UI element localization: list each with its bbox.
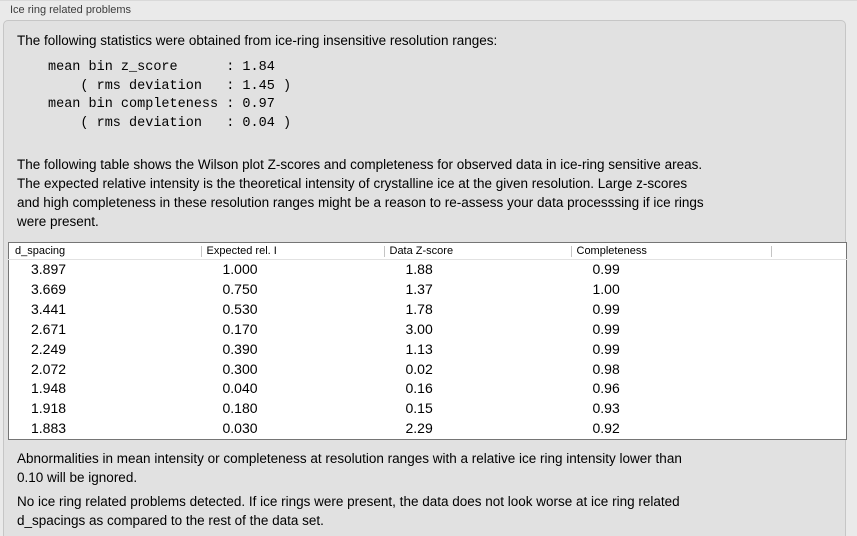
cell-data-z-score: 0.02 <box>405 360 433 377</box>
cell-d-spacing: 3.897 <box>31 261 67 277</box>
cell-empty <box>771 360 847 380</box>
cell-data-z-score: 3.00 <box>405 320 433 337</box>
cell-d-spacing: 2.072 <box>31 360 67 377</box>
cell-completeness: 0.93 <box>592 400 620 417</box>
table-row[interactable]: 3.441 0.530 1.78 0.99 <box>9 300 847 320</box>
cell-data-z-score: 0.15 <box>405 400 433 417</box>
cell-d-spacing: 3.441 <box>31 300 67 317</box>
cell-empty <box>771 300 847 320</box>
cell-d-spacing: 1.918 <box>31 400 67 417</box>
table-row[interactable]: 1.948 0.040 0.16 0.96 <box>9 379 847 399</box>
cell-data-z-score: 1.78 <box>405 300 433 317</box>
cell-completeness: 1.00 <box>592 280 620 297</box>
statistics-line: mean bin z_score : 1.84 <box>48 60 275 75</box>
cell-completeness: 0.99 <box>592 340 620 357</box>
section-title: Ice ring related problems <box>10 4 132 16</box>
table-row[interactable]: 1.918 0.180 0.15 0.93 <box>9 399 847 419</box>
cell-completeness: 0.99 <box>592 320 620 337</box>
statistics-line: mean bin completeness : 0.97 <box>48 97 275 112</box>
ice-ring-panel: The following statistics were obtained f… <box>3 20 847 536</box>
table-body: 3.897 1.000 1.88 0.99 3.669 0.750 1.37 1… <box>9 260 847 440</box>
cell-expected-rel-i: 0.390 <box>222 340 258 357</box>
cell-d-spacing: 1.883 <box>31 420 67 437</box>
cell-expected-rel-i: 0.530 <box>222 300 258 317</box>
cell-empty <box>771 260 847 280</box>
statistics-line: ( rms deviation : 0.04 ) <box>48 115 292 131</box>
cell-data-z-score: 1.88 <box>405 261 433 277</box>
cell-data-z-score: 2.29 <box>405 420 433 437</box>
cell-empty <box>771 399 847 419</box>
cell-d-spacing: 2.671 <box>31 320 67 337</box>
table-row[interactable]: 2.249 0.390 1.13 0.99 <box>9 340 847 360</box>
table-row[interactable]: 3.897 1.000 1.88 0.99 <box>9 260 847 280</box>
table-header-row: d_spacing Expected rel. I Data Z-score C… <box>8 242 847 260</box>
cell-expected-rel-i: 0.040 <box>222 380 258 397</box>
cell-completeness: 0.99 <box>592 261 620 277</box>
cell-expected-rel-i: 0.180 <box>222 400 258 417</box>
column-header[interactable] <box>770 242 847 260</box>
cell-empty <box>771 379 847 399</box>
ice-ring-table: d_spacing Expected rel. I Data Z-score C… <box>8 242 847 441</box>
table-description: The following table shows the Wilson plo… <box>17 157 704 229</box>
cell-empty <box>771 419 847 439</box>
cell-expected-rel-i: 0.750 <box>222 280 258 297</box>
column-header[interactable]: d_spacing <box>8 242 201 260</box>
cell-data-z-score: 1.37 <box>405 280 433 297</box>
cell-empty <box>771 280 847 300</box>
threshold-note: Abnormalities in mean intensity or compl… <box>17 451 682 485</box>
column-header[interactable]: Completeness <box>570 242 771 260</box>
cell-expected-rel-i: 0.300 <box>222 360 258 377</box>
statistics-block: mean bin z_score : 1.84 ( rms deviation … <box>48 59 291 133</box>
cell-d-spacing: 2.249 <box>31 340 67 357</box>
intro-text: The following statistics were obtained f… <box>17 33 498 48</box>
cell-expected-rel-i: 1.000 <box>222 261 258 277</box>
column-header[interactable]: Data Z-score <box>383 242 571 260</box>
table-row[interactable]: 2.671 0.170 3.00 0.99 <box>9 320 847 340</box>
cell-completeness: 0.96 <box>592 380 620 397</box>
cell-data-z-score: 1.13 <box>405 340 433 357</box>
cell-empty <box>771 320 847 340</box>
cell-d-spacing: 1.948 <box>31 380 67 397</box>
statistics-line: ( rms deviation : 1.45 ) <box>48 78 292 94</box>
table-row[interactable]: 1.883 0.030 2.29 0.92 <box>9 419 847 439</box>
cell-data-z-score: 0.16 <box>405 380 433 397</box>
table-row[interactable]: 3.669 0.750 1.37 1.00 <box>9 280 847 300</box>
cell-completeness: 0.99 <box>592 300 620 317</box>
table-row[interactable]: 2.072 0.300 0.02 0.98 <box>9 360 847 380</box>
cell-d-spacing: 3.669 <box>31 280 67 297</box>
cell-empty <box>771 340 847 360</box>
cell-completeness: 0.98 <box>592 360 620 377</box>
conclusion-text: No ice ring related problems detected. I… <box>17 494 680 528</box>
cell-completeness: 0.92 <box>592 420 620 437</box>
cell-expected-rel-i: 0.030 <box>222 420 258 437</box>
column-header[interactable]: Expected rel. I <box>200 242 384 260</box>
cell-expected-rel-i: 0.170 <box>222 320 258 337</box>
